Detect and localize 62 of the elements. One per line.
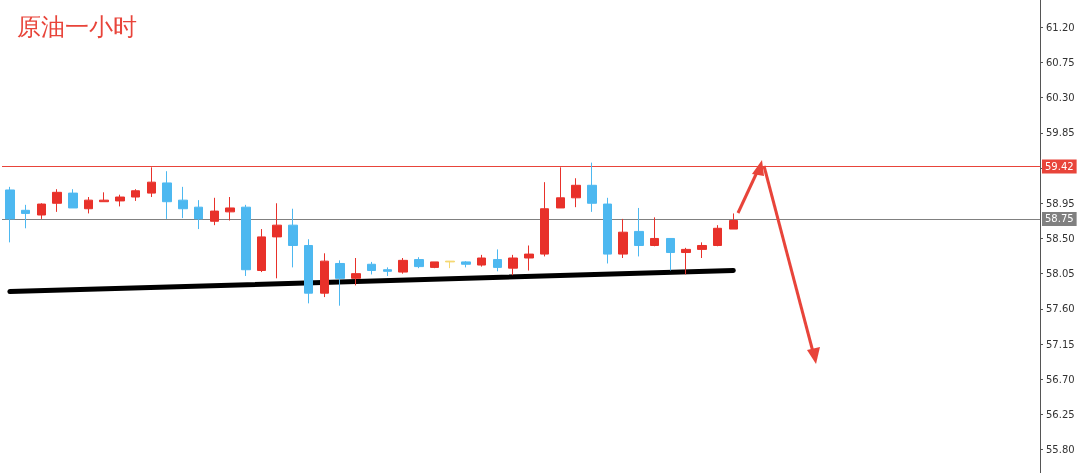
candlestick xyxy=(335,259,345,307)
y-tick-label: 58.50 xyxy=(1046,232,1075,244)
candlestick xyxy=(414,256,424,269)
candlestick xyxy=(383,266,392,277)
candlestick xyxy=(603,197,612,264)
candlestick xyxy=(288,208,298,268)
candlestick xyxy=(52,188,62,213)
candlestick xyxy=(225,196,235,221)
candlestick xyxy=(493,248,502,272)
candlestick xyxy=(367,261,376,275)
text: 原油一小时 xyxy=(17,14,137,40)
y-tick-label: 60.30 xyxy=(1046,92,1075,104)
y-tick-label: 57.60 xyxy=(1046,303,1075,315)
candlestick xyxy=(320,252,329,298)
candlestick xyxy=(84,196,93,214)
y-tick-label: 61.20 xyxy=(1046,21,1075,33)
candlestick xyxy=(634,207,644,257)
candlestick xyxy=(304,238,313,304)
ref-line-label: 58.75 xyxy=(1045,213,1074,225)
candlestick xyxy=(272,202,282,279)
y-tick-label: 60.75 xyxy=(1046,57,1075,69)
y-tick-label: 55.80 xyxy=(1046,444,1075,456)
candlestick xyxy=(461,260,471,268)
candlestick xyxy=(68,188,78,209)
y-tick-label: 58.95 xyxy=(1046,197,1075,209)
candlestick xyxy=(729,212,738,230)
candlestick xyxy=(666,237,675,272)
candlestick xyxy=(556,166,565,209)
y-tick-label: 57.15 xyxy=(1046,338,1075,350)
candlestick xyxy=(508,254,518,276)
candlestick xyxy=(477,254,486,268)
y-tick-label: 56.25 xyxy=(1046,408,1075,420)
candlestick xyxy=(524,244,534,272)
y-tick-label: 58.05 xyxy=(1046,268,1075,280)
candlestick xyxy=(681,247,691,275)
candlestick xyxy=(147,166,156,198)
candlestick xyxy=(21,204,30,229)
candlestick xyxy=(650,216,659,247)
candlestick xyxy=(587,162,597,213)
candlestick xyxy=(697,241,707,259)
ref-line-label: 59.42 xyxy=(1045,161,1074,173)
candlestick xyxy=(571,177,581,208)
candlestick xyxy=(37,202,46,220)
candlestick xyxy=(210,197,219,226)
y-tick-label: 56.70 xyxy=(1046,373,1075,385)
candlestick xyxy=(131,188,140,202)
candlestick xyxy=(713,224,722,247)
candlestick xyxy=(445,260,455,269)
candlestick xyxy=(618,218,628,259)
candlestick xyxy=(178,186,188,219)
candlestick xyxy=(5,186,15,243)
y-tick-label: 59.85 xyxy=(1046,127,1075,139)
candlestick xyxy=(540,181,549,257)
candlestick xyxy=(162,170,172,220)
candlestick xyxy=(194,199,203,230)
candlestick xyxy=(430,261,439,269)
candlestick xyxy=(241,204,251,277)
candlestick xyxy=(99,191,109,203)
candlestick xyxy=(351,257,361,286)
candlestick xyxy=(257,228,266,273)
candlestick xyxy=(398,257,408,275)
candlestick xyxy=(115,194,125,207)
